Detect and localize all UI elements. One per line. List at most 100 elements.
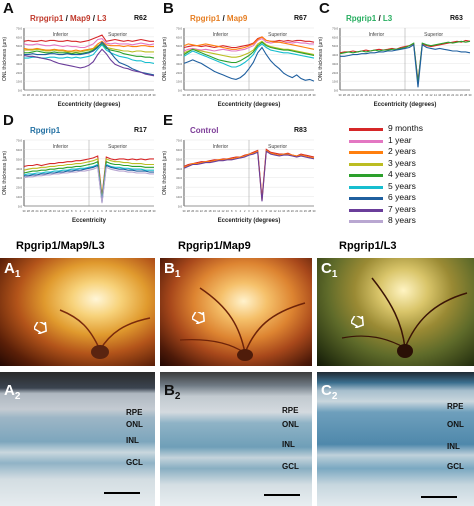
x-tick-label: 14 (217, 209, 220, 213)
y-tick-label: 20.0 (176, 71, 182, 75)
legend-label: 5 years (388, 180, 416, 191)
x-tick-label: 10 (382, 93, 385, 97)
superior-label: Superior (108, 32, 127, 38)
legend-label: 2 years (388, 146, 416, 156)
x-tick-label: 2 (244, 209, 246, 213)
chart-title-part: Rpgrip1 (190, 14, 221, 23)
x-tick-label: 30 (469, 93, 472, 97)
x-tick-label: 8 (387, 93, 389, 97)
chart-title: Rpgrip1 / L3 (346, 14, 392, 23)
x-tick-label: 14 (434, 93, 437, 97)
x-tick-label: 2 (93, 209, 95, 213)
series-line (23, 163, 154, 202)
layer-label-gcl: GCL (282, 462, 299, 471)
layer-label-onl: ONL (126, 420, 143, 429)
x-tick-label: 10 (226, 93, 229, 97)
x-tick-label: 8 (71, 209, 73, 213)
legend-label: 6 years (388, 192, 416, 202)
x-tick-label: 22 (451, 93, 454, 97)
x-tick-label: 8 (231, 209, 233, 213)
x-tick-label: 22 (40, 209, 43, 213)
x-tick-label: 8 (106, 93, 108, 97)
layer-label-gcl: GCL (126, 458, 143, 467)
chart-title-part: Rpgrip1 (346, 14, 377, 23)
x-tick-label: 24 (456, 93, 459, 97)
x-tick-label: 4 (240, 93, 242, 97)
series-line (23, 166, 154, 204)
x-axis-label: Eccentricity (degrees) (218, 102, 281, 108)
layer-label-inl: INL (126, 436, 139, 445)
legend-label: 8 years (388, 215, 416, 225)
x-tick-label: 22 (40, 93, 43, 97)
y-tick-label: 60.0 (176, 148, 182, 152)
x-tick-label: 6 (101, 93, 103, 97)
histology-image-b2: B2 RPE ONL INL GCL (160, 372, 312, 506)
x-tick-label: 4 (257, 93, 259, 97)
chart-title-part: / (63, 14, 71, 23)
x-tick-label: 30 (153, 209, 156, 213)
layer-label-gcl: GCL (447, 462, 464, 471)
x-tick-label: 24 (300, 209, 303, 213)
x-tick-label: 2 (84, 209, 86, 213)
x-tick-label: 8 (266, 93, 268, 97)
animal-id: R17 (134, 127, 147, 134)
fundus-title-b: Rpgrip1/Map9 (178, 240, 251, 252)
x-tick-label: 2 (253, 209, 255, 213)
x-tick-label: 28 (187, 209, 190, 213)
label-c1: C1 (321, 260, 338, 280)
x-tick-label: 18 (443, 93, 446, 97)
x-tick-label: 28 (308, 93, 311, 97)
x-tick-label: 16 (53, 209, 56, 213)
y-tick-label: 0.0 (178, 89, 183, 93)
x-tick-label: 12 (114, 93, 117, 97)
chart-panel-c: C Rpgrip1 / L3 R63 0.0 10.0 20.0 30.0 40.0 50.0 6… (316, 0, 474, 120)
fundus-image-b1: B1 (160, 258, 312, 366)
x-tick-label: 12 (222, 93, 225, 97)
legend-label: 4 years (388, 169, 416, 179)
x-tick-label: 30 (339, 93, 342, 97)
x-tick-label: 24 (196, 209, 199, 213)
x-tick-label: 20 (131, 209, 134, 213)
y-tick-label: 30.0 (16, 62, 22, 66)
x-tick-label: 10 (425, 93, 428, 97)
legend-swatch (349, 220, 383, 223)
y-tick-label: 70.0 (176, 139, 182, 143)
x-tick-label: 30 (23, 209, 26, 213)
y-tick-label: 40.0 (176, 53, 182, 57)
x-tick-label: 18 (287, 209, 290, 213)
x-tick-label: 28 (27, 209, 30, 213)
x-tick-label: 12 (114, 209, 117, 213)
chart-title-part: Control (190, 126, 219, 135)
x-tick-label: 18 (365, 93, 368, 97)
x-tick-label: 24 (196, 93, 199, 97)
legend-swatch (349, 139, 383, 143)
chart-panel-b: B Rpgrip1 / Map9 R67 0.0 10.0 20.0 30.0 40.0 50.… (160, 0, 318, 120)
x-tick-label: 10 (269, 93, 272, 97)
x-tick-label: 26 (144, 209, 147, 213)
histology-image-a2: A2 RPE ONL INL GCL (0, 372, 155, 506)
x-tick-label: 26 (460, 93, 463, 97)
legend-swatch (349, 185, 383, 189)
y-tick-label: 70.0 (176, 27, 182, 31)
legend-label: 3 years (388, 157, 416, 168)
x-tick-label: 16 (213, 93, 216, 97)
y-tick-label: 30.0 (16, 176, 22, 180)
y-axis-label: ONL thickness (µm) (162, 37, 168, 81)
x-tick-label: 26 (31, 93, 34, 97)
chart-svg: 0.010.020.030.040.050.060.070.030 28 26 24 2… (2, 27, 156, 109)
panel-letter: B (163, 0, 174, 17)
x-tick-label: 20 (291, 93, 294, 97)
x-tick-label: 12 (62, 209, 65, 213)
label-b1: B1 (164, 260, 181, 280)
layer-label-inl: INL (282, 440, 295, 449)
x-tick-label: 8 (71, 93, 73, 97)
animal-id: R63 (450, 15, 463, 22)
x-tick-label: 26 (347, 93, 350, 97)
x-tick-label: 20 (360, 93, 363, 97)
y-tick-label: 50.0 (332, 44, 338, 48)
x-tick-label: 18 (209, 93, 212, 97)
x-tick-label: 30 (183, 209, 186, 213)
x-tick-label: 22 (135, 209, 138, 213)
chart-title-part: / (220, 14, 227, 23)
x-tick-label: 4 (240, 209, 242, 213)
